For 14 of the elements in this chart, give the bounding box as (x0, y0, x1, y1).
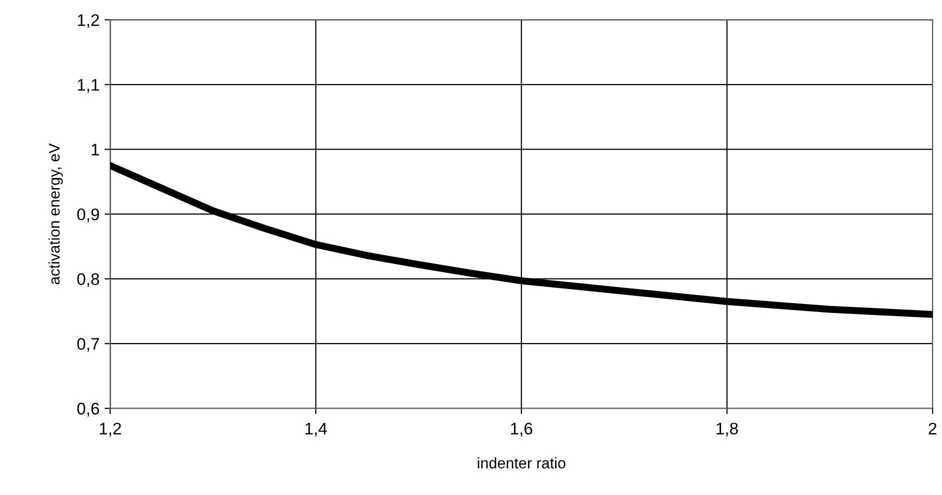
x-axis-title: indenter ratio (478, 457, 566, 468)
y-axis-title: activation energy, eV (48, 143, 63, 284)
y-tick-label: 0,9 (77, 208, 100, 222)
x-tick-label: 1,2 (100, 422, 121, 436)
x-tick-label: 1,6 (511, 422, 532, 436)
y-tick-label: 1,2 (78, 14, 99, 28)
y-tick-label: 0,8 (77, 273, 100, 288)
y-tick-label: 1,1 (78, 79, 99, 93)
y-tick-label: 0,7 (77, 338, 99, 352)
x-tick-label: 1,8 (716, 422, 738, 436)
x-tick-label: 2 (928, 422, 936, 434)
x-tick-label: 1,4 (305, 422, 327, 436)
y-tick-label: 0,6 (77, 402, 100, 417)
y-tick-label: 1 (92, 144, 99, 156)
